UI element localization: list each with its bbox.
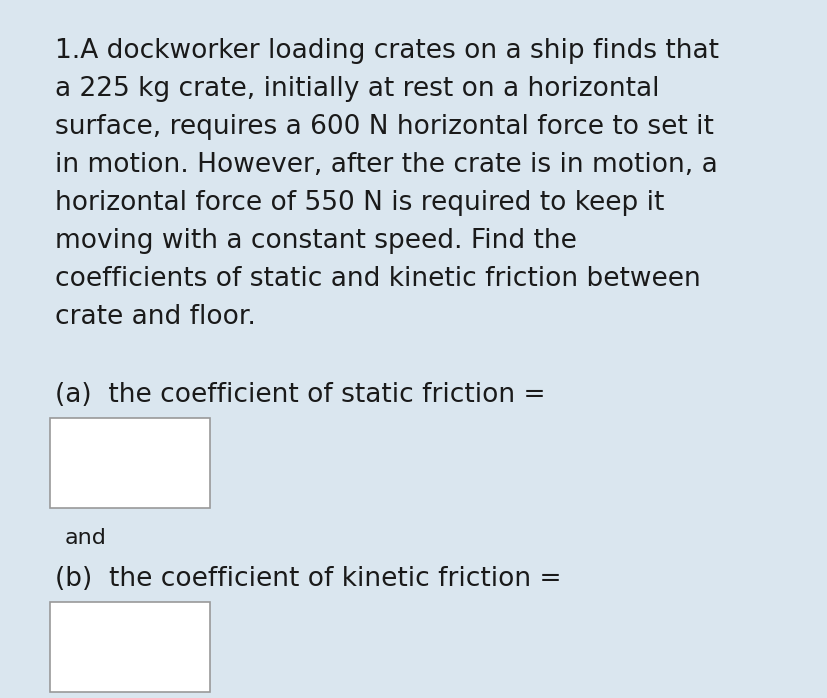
Text: horizontal force of 550 N is required to keep it: horizontal force of 550 N is required to…	[55, 190, 663, 216]
Text: (a)  the coefficient of static friction =: (a) the coefficient of static friction =	[55, 382, 545, 408]
Text: (b)  the coefficient of kinetic friction =: (b) the coefficient of kinetic friction …	[55, 566, 561, 592]
Text: a 225 kg crate, initially at rest on a horizontal: a 225 kg crate, initially at rest on a h…	[55, 76, 658, 102]
Text: moving with a constant speed. Find the: moving with a constant speed. Find the	[55, 228, 576, 254]
Text: 1.A dockworker loading crates on a ship finds that: 1.A dockworker loading crates on a ship …	[55, 38, 718, 64]
Text: coefficients of static and kinetic friction between: coefficients of static and kinetic frict…	[55, 266, 700, 292]
Bar	[50, 602, 210, 692]
Text: surface, requires a 600 N horizontal force to set it: surface, requires a 600 N horizontal for…	[55, 114, 713, 140]
Bar	[50, 418, 210, 508]
Text: crate and floor.: crate and floor.	[55, 304, 256, 330]
Text: in motion. However, after the crate is in motion, a: in motion. However, after the crate is i…	[55, 152, 717, 178]
Text: and: and	[65, 528, 107, 548]
